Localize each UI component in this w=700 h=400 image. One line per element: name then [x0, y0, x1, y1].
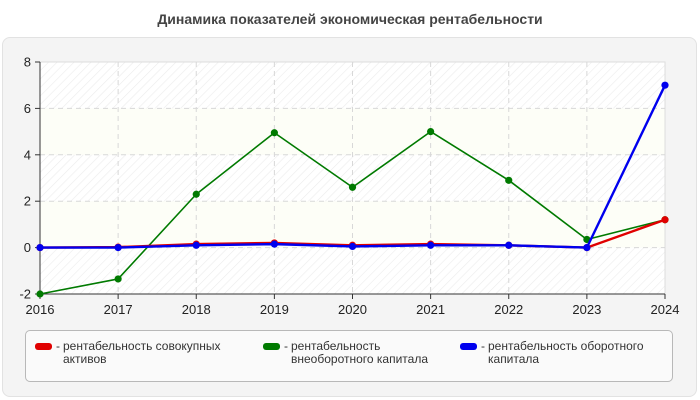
plot-background — [39, 61, 666, 295]
legend-text: рентабельность внеоборотного капитала — [291, 340, 428, 366]
series-lines — [36, 81, 669, 298]
legend-text: рентабельность оборотного капитала — [488, 340, 644, 366]
legend-label-line2: внеоборотного капитала — [291, 352, 428, 366]
legend-swatch-red — [35, 343, 52, 350]
legend-item-noncurrent-capital: - рентабельность внеоборотного капитала — [263, 340, 428, 366]
svg-text:6: 6 — [24, 101, 31, 116]
series-2 — [36, 81, 669, 252]
legend-separator: - — [56, 339, 60, 353]
svg-text:2018: 2018 — [182, 302, 211, 317]
svg-text:4: 4 — [24, 147, 31, 162]
svg-text:2021: 2021 — [416, 302, 445, 317]
legend-text: рентабельность совокупных активов — [63, 340, 221, 366]
legend-label-line1: рентабельность совокупных — [63, 339, 221, 353]
tick-labels: -2 0 2 4 6 8 2016 2017 2018 2019 2020 2021 2022 2023 2… — [19, 55, 679, 318]
legend-separator: - — [481, 339, 485, 353]
svg-text:0: 0 — [24, 240, 31, 255]
chart-title: Динамика показателей экономическая рента… — [157, 11, 543, 27]
svg-text:2022: 2022 — [494, 302, 523, 317]
legend-label-line2: активов — [63, 352, 107, 366]
legend-swatch-blue — [460, 343, 477, 350]
legend-item-total-assets: - рентабельность совокупных активов — [35, 340, 221, 366]
legend-label-line1: рентабельность — [291, 339, 381, 353]
legend-item-working-capital: - рентабельность оборотного капитала — [460, 340, 644, 366]
svg-text:2: 2 — [24, 194, 31, 209]
svg-text:2017: 2017 — [104, 302, 133, 317]
svg-text:2024: 2024 — [651, 302, 680, 317]
svg-text:2023: 2023 — [572, 302, 601, 317]
svg-text:8: 8 — [24, 55, 31, 70]
grid-lines — [40, 62, 665, 294]
legend-label-line1: рентабельность оборотного — [488, 339, 644, 353]
legend-swatch-green — [263, 343, 280, 350]
legend-separator: - — [284, 339, 288, 353]
svg-text:2020: 2020 — [338, 302, 367, 317]
svg-text:2019: 2019 — [260, 302, 289, 317]
svg-text:2016: 2016 — [26, 302, 55, 317]
legend-label-line2: капитала — [488, 352, 540, 366]
legend: - рентабельность совокупных активов - ре… — [25, 330, 673, 382]
svg-text:-2: -2 — [19, 287, 31, 302]
